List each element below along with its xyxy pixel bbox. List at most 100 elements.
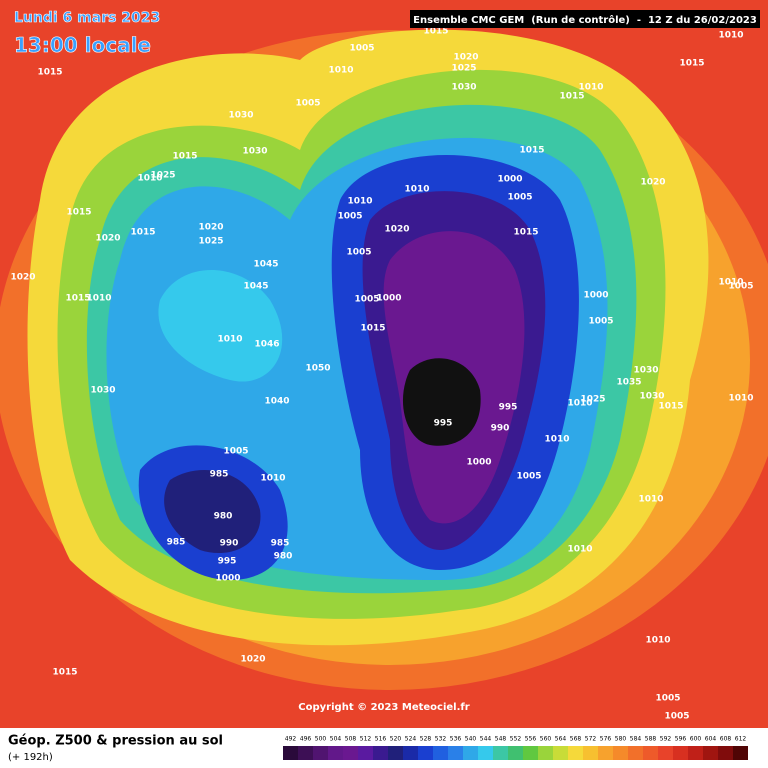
pressure-label: 1015 [559, 92, 584, 102]
pressure-label: 1025 [580, 395, 605, 405]
scale-label: 512 [360, 736, 372, 743]
scale-swatch [313, 746, 328, 760]
scale-swatch [673, 746, 688, 760]
pressure-label: 1025 [150, 171, 175, 181]
scale-label: 584 [630, 736, 642, 743]
pressure-label: 1005 [354, 295, 379, 305]
pressure-label: 1010 [718, 31, 743, 41]
scale-label: 612 [735, 736, 747, 743]
scale-swatch [328, 746, 343, 760]
scale-swatch [448, 746, 463, 760]
scale-label: 536 [450, 736, 462, 743]
pressure-label: 1015 [65, 294, 90, 304]
pressure-label: 1005 [346, 248, 371, 258]
copyright: Copyright © 2023 Meteociel.fr [298, 702, 469, 713]
scale-swatch [718, 746, 733, 760]
scale-swatch [493, 746, 508, 760]
pressure-label: 1005 [507, 193, 532, 203]
pressure-label: 1025 [198, 237, 223, 247]
pressure-label: 1050 [305, 364, 330, 374]
scale-label: 568 [570, 736, 582, 743]
pressure-label: 1035 [616, 378, 641, 388]
pressure-label: 1000 [497, 175, 522, 185]
pressure-label: 1020 [384, 225, 409, 235]
pressure-label: 995 [434, 419, 453, 429]
scale-label: 600 [690, 736, 702, 743]
pressure-label: 1020 [198, 223, 223, 233]
model-box [410, 10, 760, 28]
scale-swatch [523, 746, 538, 760]
scale-label: 532 [435, 736, 447, 743]
pressure-label: 1015 [658, 402, 683, 412]
pressure-label: 1015 [37, 68, 62, 78]
scale-label: 576 [600, 736, 612, 743]
pressure-label: 1015 [172, 152, 197, 162]
pressure-label: 1005 [728, 282, 753, 292]
pressure-label: 1015 [52, 668, 77, 678]
pressure-label: 995 [218, 557, 237, 567]
pressure-label: 1020 [10, 273, 35, 283]
scale-label: 524 [405, 736, 417, 743]
pressure-label: 1005 [223, 447, 248, 457]
model-info: Ensemble CMC GEM (Run de contrôle) - 12 … [413, 14, 757, 26]
pressure-label: 1030 [242, 147, 267, 157]
scale-label: 492 [285, 736, 297, 743]
scale-swatch [538, 746, 553, 760]
scale-swatch [553, 746, 568, 760]
scale-swatch [688, 746, 703, 760]
local-time: 13:00 locale [14, 33, 151, 57]
pressure-label: 1005 [664, 712, 689, 722]
pressure-label: 1010 [217, 335, 242, 345]
pressure-label: 1005 [588, 317, 613, 327]
pressure-label: 1015 [130, 228, 155, 238]
scale-swatch [298, 746, 313, 760]
scale-swatch [568, 746, 583, 760]
scale-swatch [583, 746, 598, 760]
pressure-label: 1015 [66, 208, 91, 218]
pressure-label: 1010 [578, 83, 603, 93]
pressure-label: 1045 [243, 282, 268, 292]
pressure-label: 985 [210, 470, 229, 480]
pressure-label: 1010 [260, 474, 285, 484]
date: Lundi 6 mars 2023 [14, 10, 160, 26]
pressure-label: 1000 [466, 458, 491, 468]
scale-swatch [343, 746, 358, 760]
scale-swatch [373, 746, 388, 760]
scale-swatch [658, 746, 673, 760]
scale-swatch [478, 746, 493, 760]
scale-swatch [388, 746, 403, 760]
pressure-label: 1005 [337, 212, 362, 222]
scale-label: 504 [330, 736, 342, 743]
lead-time: (+ 192h) [8, 752, 53, 763]
pressure-label: 1010 [567, 545, 592, 555]
pressure-label: 1000 [583, 291, 608, 301]
scale-label: 592 [660, 736, 672, 743]
scale-swatch [358, 746, 373, 760]
scale-swatch [463, 746, 478, 760]
scale-label: 552 [510, 736, 522, 743]
scale-swatch [598, 746, 613, 760]
pressure-label: 1030 [633, 366, 658, 376]
pressure-label: 1030 [228, 111, 253, 121]
pressure-labels: 1015100510101015102010251030101010151010… [10, 27, 753, 722]
pressure-label: 1020 [95, 234, 120, 244]
pressure-label: 1020 [640, 178, 665, 188]
pressure-label: 1010 [544, 435, 569, 445]
scale-label: 528 [420, 736, 432, 743]
scale-label: 580 [615, 736, 627, 743]
pressure-label: 1000 [376, 294, 401, 304]
field [0, 29, 768, 690]
scale-label: 508 [345, 736, 357, 743]
pressure-label: 1010 [638, 495, 663, 505]
pressure-label: 980 [214, 512, 233, 522]
pressure-label: 995 [499, 403, 518, 413]
scale-label: 556 [525, 736, 537, 743]
pressure-label: 985 [167, 538, 186, 548]
scale-label: 496 [300, 736, 312, 743]
scale-label: 608 [720, 736, 732, 743]
scale-swatch [403, 746, 418, 760]
pressure-label: 1046 [254, 340, 279, 350]
pressure-label: 1010 [645, 636, 670, 646]
scale-label: 588 [645, 736, 657, 743]
